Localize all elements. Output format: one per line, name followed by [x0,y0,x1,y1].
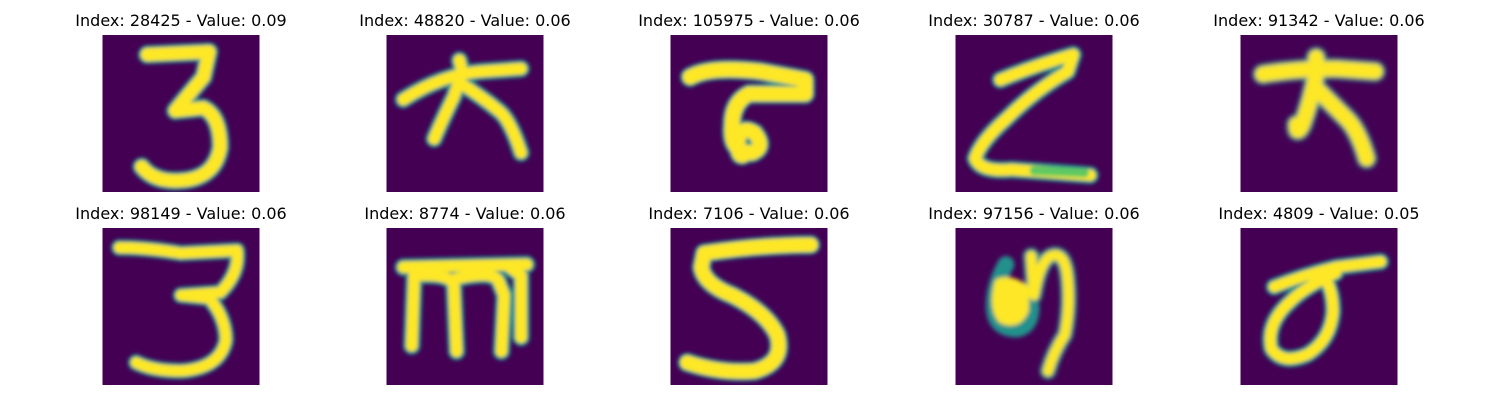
sample-panel-7: Index: 8774 - Value: 0.06 [345,204,585,385]
digit-image [670,35,828,192]
sample-panel-9: Index: 97156 - Value: 0.06 [914,204,1154,385]
digit-image [386,228,544,385]
digit-image [955,228,1113,385]
panel-title: Index: 98149 - Value: 0.06 [75,204,287,223]
sample-panel-5: Index: 91342 - Value: 0.06 [1199,11,1439,192]
sample-panel-6: Index: 98149 - Value: 0.06 [61,204,301,385]
panel-title: Index: 7106 - Value: 0.06 [648,204,850,223]
digit-image [102,35,260,192]
sample-panel-8: Index: 7106 - Value: 0.06 [629,204,869,385]
digit-image [102,228,260,385]
sample-panel-3: Index: 105975 - Value: 0.06 [629,11,869,192]
panel-title: Index: 97156 - Value: 0.06 [928,204,1140,223]
digit-image [386,35,544,192]
digit-image [670,228,828,385]
panel-title: Index: 91342 - Value: 0.06 [1213,11,1425,30]
panel-title: Index: 8774 - Value: 0.06 [364,204,566,223]
panel-title: Index: 48820 - Value: 0.06 [359,11,571,30]
panel-title: Index: 4809 - Value: 0.05 [1218,204,1420,223]
panel-title: Index: 30787 - Value: 0.06 [928,11,1140,30]
digit-image [955,35,1113,192]
panel-title: Index: 28425 - Value: 0.09 [75,11,287,30]
panel-title: Index: 105975 - Value: 0.06 [638,11,860,30]
sample-panel-2: Index: 48820 - Value: 0.06 [345,11,585,192]
sample-panel-10: Index: 4809 - Value: 0.05 [1199,204,1439,385]
sample-panel-4: Index: 30787 - Value: 0.06 [914,11,1154,192]
sample-panel-1: Index: 28425 - Value: 0.09 [61,11,301,192]
digit-image [1240,35,1398,192]
digit-image [1240,228,1398,385]
